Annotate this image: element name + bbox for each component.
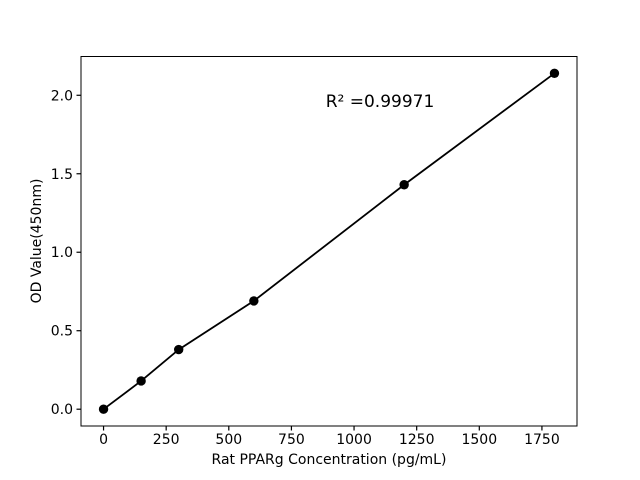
x-tick-label: 1750 bbox=[524, 432, 560, 448]
y-tick-label: 2.0 bbox=[51, 88, 73, 104]
data-point bbox=[399, 180, 409, 190]
x-axis-label: Rat PPARg Concentration (pg/mL) bbox=[212, 452, 447, 468]
data-point bbox=[98, 404, 109, 414]
r-squared-annotation: R² =0.99971 bbox=[326, 92, 435, 112]
data-point bbox=[249, 296, 259, 306]
y-tick-label: 0.5 bbox=[51, 324, 73, 340]
y-tick-label: 1.0 bbox=[51, 245, 73, 261]
x-tick-label: 750 bbox=[278, 432, 305, 448]
y-tick-label: 1.5 bbox=[51, 167, 73, 183]
trend-line bbox=[103, 72, 555, 410]
x-tick-label: 1000 bbox=[336, 432, 372, 448]
x-tick-label: 500 bbox=[215, 432, 242, 448]
x-tick-label: 0 bbox=[99, 432, 108, 448]
plot-area: 0 250 500 750 1000 1250 1500 1750 0.0 0.5 1.0 1.5 2.… bbox=[51, 56, 578, 448]
y-tick-label: 0.0 bbox=[51, 402, 73, 418]
x-tick-label: 1500 bbox=[461, 432, 497, 448]
x-tick-label: 1250 bbox=[399, 432, 435, 448]
data-point bbox=[549, 68, 560, 78]
y-axis-label: OD Value(450nm) bbox=[29, 179, 45, 304]
data-point bbox=[136, 376, 146, 386]
data-point bbox=[173, 344, 184, 355]
x-tick-label: 250 bbox=[153, 432, 180, 448]
